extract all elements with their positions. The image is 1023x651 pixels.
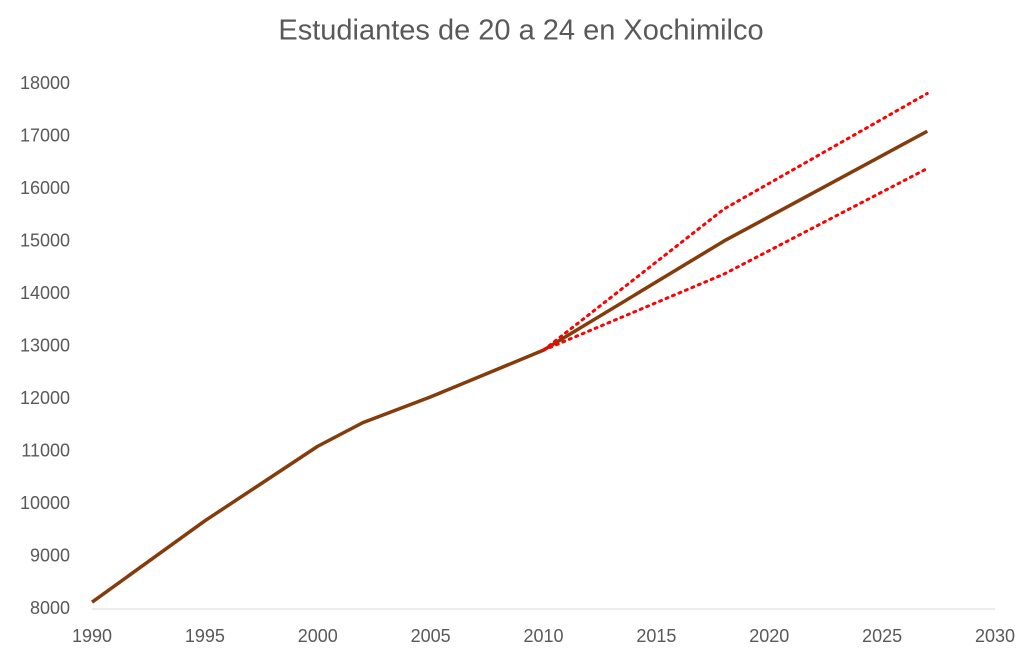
y-tick-label: 8000 xyxy=(30,598,70,618)
x-tick-label: 2025 xyxy=(862,626,902,646)
y-tick-label: 9000 xyxy=(30,545,70,565)
y-tick-label: 17000 xyxy=(20,125,70,145)
x-tick-label: 1995 xyxy=(185,626,225,646)
y-tick-label: 10000 xyxy=(20,493,70,513)
y-tick-label: 11000 xyxy=(21,440,70,460)
series-line xyxy=(90,129,929,604)
y-tick-label: 12000 xyxy=(20,388,70,408)
chart-title: Estudiantes de 20 a 24 en Xochimilco xyxy=(278,15,763,47)
y-tick-label: 18000 xyxy=(20,73,70,93)
x-tick-label: 2005 xyxy=(411,626,451,646)
series-line xyxy=(542,167,929,352)
x-tick-label: 2015 xyxy=(636,626,676,646)
x-tick-label: 2020 xyxy=(749,626,789,646)
y-tick-label: 15000 xyxy=(20,230,70,250)
series-line xyxy=(542,91,929,352)
y-tick-label: 14000 xyxy=(20,283,70,303)
x-tick-label: 2010 xyxy=(523,626,563,646)
x-tick-label: 2030 xyxy=(975,626,1015,646)
y-tick-label: 16000 xyxy=(20,178,70,198)
x-tick-label: 1990 xyxy=(72,626,112,646)
x-tick-label: 2000 xyxy=(298,626,338,646)
y-tick-label: 13000 xyxy=(20,335,70,355)
